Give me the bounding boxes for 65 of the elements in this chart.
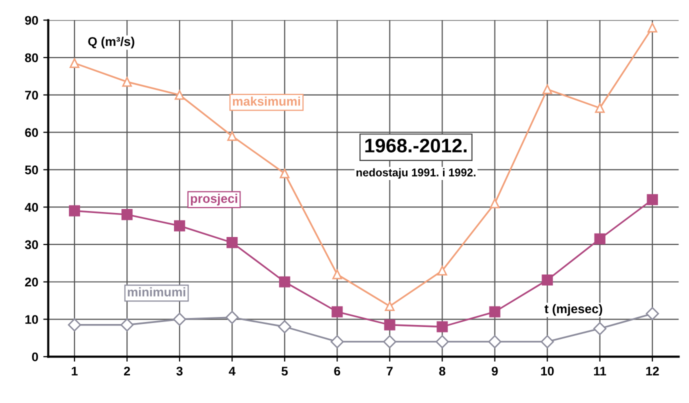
x-tick-label: 2 bbox=[124, 366, 130, 376]
point bbox=[593, 322, 606, 336]
point bbox=[226, 237, 238, 248]
point bbox=[384, 301, 395, 312]
series-label: prosjeci bbox=[190, 194, 238, 206]
x-tick-label: 8 bbox=[439, 366, 446, 376]
point bbox=[489, 306, 500, 318]
point bbox=[542, 274, 553, 286]
point bbox=[330, 335, 344, 348]
series-label: minimumi bbox=[128, 287, 186, 296]
point bbox=[384, 319, 396, 330]
point bbox=[278, 320, 292, 334]
x-axis-title: t (mjesec) bbox=[544, 304, 602, 316]
x-tick-label: 7 bbox=[386, 366, 393, 376]
text: 1968.-2012. bbox=[365, 138, 467, 152]
x-tick-label: 12 bbox=[646, 366, 659, 376]
point bbox=[646, 307, 659, 320]
y-tick-label: 50 bbox=[24, 166, 38, 174]
series-label: maksimumi bbox=[232, 96, 300, 106]
point bbox=[488, 335, 502, 348]
point bbox=[280, 168, 290, 178]
point bbox=[121, 209, 133, 220]
y-tick-label: 90 bbox=[25, 16, 38, 25]
y-tick-label: 40 bbox=[24, 202, 38, 212]
point bbox=[332, 270, 342, 280]
x-tick-label: 1 bbox=[72, 366, 78, 376]
point bbox=[332, 306, 343, 318]
x-tick-label: 6 bbox=[334, 366, 340, 376]
text: nedostaju 1991. i 1992. bbox=[356, 168, 476, 179]
x-tick-label: 9 bbox=[492, 366, 498, 376]
y-tick-label: 60 bbox=[25, 128, 38, 137]
point bbox=[174, 90, 184, 100]
y-tick-label: 30 bbox=[24, 240, 38, 250]
point bbox=[436, 335, 449, 348]
x-tick-label: 3 bbox=[176, 366, 183, 376]
point bbox=[646, 194, 658, 206]
x-tick-label: 11 bbox=[594, 366, 606, 376]
point bbox=[490, 198, 500, 208]
point bbox=[279, 276, 290, 288]
point bbox=[227, 131, 237, 141]
point bbox=[68, 205, 80, 216]
point bbox=[436, 321, 448, 332]
x-tick-label: 4 bbox=[228, 366, 236, 376]
point bbox=[437, 266, 448, 276]
point bbox=[172, 312, 186, 326]
y-tick-label: 70 bbox=[25, 90, 38, 100]
point bbox=[540, 335, 554, 348]
point bbox=[70, 58, 80, 68]
point bbox=[122, 76, 132, 87]
point bbox=[594, 233, 606, 244]
point bbox=[68, 318, 82, 332]
point bbox=[174, 220, 186, 232]
point bbox=[595, 103, 605, 113]
x-tick-label: 10 bbox=[541, 366, 554, 376]
point bbox=[383, 335, 396, 348]
point bbox=[120, 318, 134, 332]
x-tick-label: 5 bbox=[282, 366, 288, 376]
point bbox=[226, 310, 239, 324]
y-tick-label: 80 bbox=[25, 53, 38, 62]
y-tick-label: 10 bbox=[25, 315, 38, 324]
y-axis-title: Q (m³/s) bbox=[88, 36, 134, 48]
point bbox=[648, 22, 658, 32]
point bbox=[542, 84, 552, 94]
y-tick-label: 0 bbox=[32, 352, 38, 362]
y-tick-label: 20 bbox=[25, 278, 38, 287]
